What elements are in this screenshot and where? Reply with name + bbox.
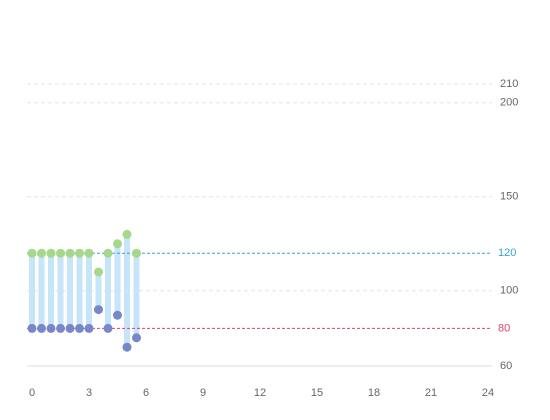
point — [27, 248, 37, 258]
point — [46, 248, 56, 258]
x-tick-label: 15 — [311, 387, 323, 399]
y-tick-label: 210 — [500, 78, 518, 90]
point — [94, 267, 103, 277]
x-tick-label: 3 — [86, 387, 92, 399]
y-tick-label: 150 — [500, 191, 518, 203]
y-tick-label: 100 — [500, 285, 518, 297]
point — [84, 323, 94, 333]
y-tick-label: 60 — [500, 360, 512, 372]
point — [132, 248, 141, 258]
x-tick-label: 21 — [425, 387, 437, 399]
point — [46, 323, 56, 333]
point — [27, 323, 37, 333]
x-tick-label: 9 — [200, 387, 206, 399]
range-bar — [67, 253, 73, 329]
point — [56, 323, 65, 333]
point — [75, 248, 84, 258]
x-tick-label: 6 — [143, 387, 149, 399]
point — [94, 305, 103, 315]
range-bar — [95, 272, 102, 310]
point — [84, 248, 94, 258]
point — [113, 310, 122, 320]
range-bar — [124, 234, 130, 348]
range-bar — [48, 253, 54, 329]
range-bar — [133, 253, 140, 338]
x-tick-label: 18 — [368, 387, 380, 399]
range-bar — [38, 253, 45, 329]
point — [65, 323, 75, 333]
point — [65, 248, 75, 258]
range-bar — [114, 243, 121, 316]
y-tick-label: 200 — [500, 97, 518, 109]
point — [75, 323, 84, 333]
point — [122, 229, 132, 239]
point — [122, 342, 132, 352]
range-bar — [86, 253, 92, 329]
point — [103, 323, 113, 333]
x-tick-label: 12 — [254, 387, 266, 399]
point — [56, 248, 65, 258]
point — [113, 239, 122, 249]
reference-label: 120 — [498, 247, 516, 259]
range-bar — [105, 253, 111, 329]
range-bar — [76, 253, 83, 329]
reference-label: 80 — [498, 322, 510, 334]
point — [37, 323, 46, 333]
range-bar — [57, 253, 64, 329]
range-bar — [29, 253, 35, 329]
point — [103, 248, 113, 258]
point — [132, 333, 141, 343]
x-tick-label: 0 — [29, 387, 35, 399]
x-tick-label: 24 — [482, 387, 494, 399]
point — [37, 248, 46, 258]
